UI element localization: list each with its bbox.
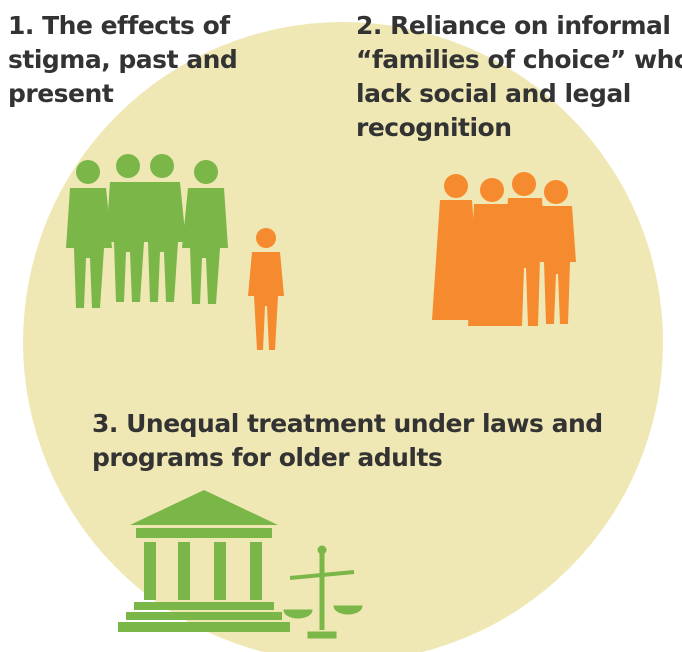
item-label: stigma, past and — [8, 45, 237, 74]
item-label: “families of choice” who — [356, 45, 682, 74]
item-label: programs for older adults — [92, 443, 442, 472]
item-label: recognition — [356, 113, 512, 142]
item-label: 2. Reliance on informal — [356, 11, 671, 40]
item-label: 3. Unequal treatment under laws and — [92, 409, 603, 438]
item-label: 1. The effects of — [8, 11, 231, 40]
infographic: 1. The effects of stigma, past and prese… — [0, 0, 682, 652]
background-circle — [23, 22, 663, 652]
item-label: lack social and legal — [356, 79, 631, 108]
page: 1. The effects of stigma, past and prese… — [0, 0, 682, 652]
item-label: present — [8, 79, 114, 108]
